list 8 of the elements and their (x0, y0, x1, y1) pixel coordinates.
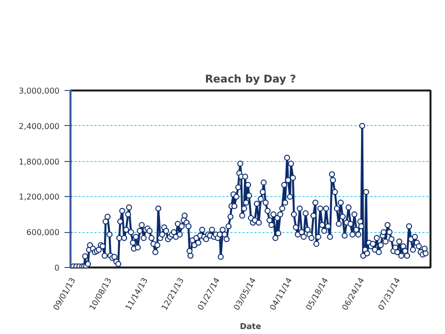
y-tick-label: 600,000 (26, 228, 60, 238)
y-tick-label: 0 (54, 264, 60, 272)
y-tick-label: 3,000,000 (18, 86, 60, 96)
y-tick-label: 1,200,000 (18, 192, 60, 202)
y-tick-label: 1,800,000 (18, 157, 60, 166)
chart-title: Reach by Day ? (204, 72, 296, 86)
y-tick-label: 2,400,000 (18, 122, 60, 131)
x-axis-title: Date (240, 322, 262, 332)
